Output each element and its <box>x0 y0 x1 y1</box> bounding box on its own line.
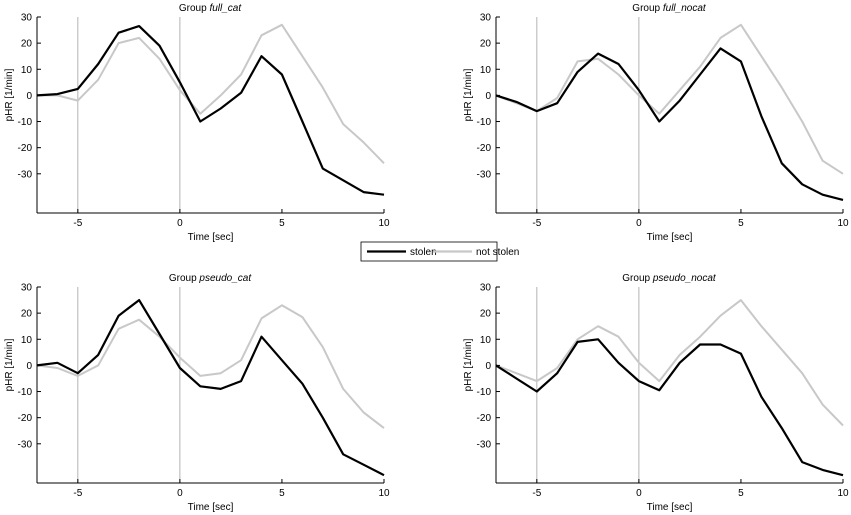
panel-full-cat: -5 0 5 10 30 20 10 0 -10 -20 -30 Time [sec] pHR [1/m… <box>4 3 390 243</box>
x-tick-label: 10 <box>378 488 390 499</box>
panel-title: Group pseudo_nocat <box>622 273 717 284</box>
x-tick-label: 10 <box>837 488 849 499</box>
panel-title: Group full_nocat <box>632 3 707 14</box>
y-axis-title: pHR [1/min] <box>4 68 15 121</box>
panel-title-group: pseudo_cat <box>198 273 252 284</box>
series-line-not-stolen <box>495 23 844 175</box>
y-axis-title: pHR [1/min] <box>463 338 474 391</box>
x-axis-title: Time [sec] <box>647 232 693 243</box>
panel-title-prefix: Group <box>622 273 653 284</box>
y-tick-label: -20 <box>18 413 33 424</box>
y-tick-label: 20 <box>480 309 492 320</box>
y-tick-label: 20 <box>480 39 492 50</box>
x-tick-label: 5 <box>738 488 744 499</box>
y-tick-label: -10 <box>477 117 492 128</box>
series-line-not-stolen <box>36 304 385 429</box>
y-tick-label: -10 <box>18 387 33 398</box>
x-tick-label: 10 <box>837 218 849 229</box>
y-tick-label: -20 <box>18 143 33 154</box>
y-axis-title: pHR [1/min] <box>4 338 15 391</box>
panel-title: Group full_cat <box>179 3 242 14</box>
y-tick-label: -20 <box>477 413 492 424</box>
y-tick-label: 30 <box>480 283 492 294</box>
panel-title-group: full_cat <box>209 3 242 14</box>
legend: stolen not stolen <box>360 241 519 262</box>
series-line-stolen <box>495 47 844 201</box>
legend-box <box>360 241 498 262</box>
y-tick-label: -30 <box>18 439 33 450</box>
y-tick-label: 20 <box>21 39 33 50</box>
panel-title: Group pseudo_cat <box>169 273 253 284</box>
y-tick-label: -10 <box>18 117 33 128</box>
y-tick-label: 0 <box>485 91 491 102</box>
panel-pseudo-cat: -5 0 5 10 30 20 10 0 -10 -20 -30 Time [sec] pHR [1/m… <box>4 273 390 513</box>
series-line-stolen <box>495 338 844 477</box>
x-tick-label: 0 <box>636 218 642 229</box>
y-tick-label: -30 <box>18 169 33 180</box>
y-tick-label: 10 <box>480 65 492 76</box>
y-tick-label: -20 <box>477 143 492 154</box>
series-line-stolen <box>36 299 385 477</box>
legend-label-stolen: stolen <box>410 247 437 258</box>
x-tick-label: 0 <box>177 488 183 499</box>
y-axis-title: pHR [1/min] <box>463 68 474 121</box>
series-line-stolen <box>36 25 385 196</box>
x-tick-label: 0 <box>177 218 183 229</box>
y-tick-label: 30 <box>480 13 492 24</box>
legend-label-not-stolen: not stolen <box>476 247 519 258</box>
panel-title-group: full_nocat <box>663 3 707 14</box>
panel-full-nocat: -5 0 5 10 30 20 10 0 -10 -20 -30 Time [sec] pHR [1/m… <box>463 3 849 243</box>
panel-title-prefix: Group <box>169 273 200 284</box>
x-axis-title: Time [sec] <box>188 232 234 243</box>
x-tick-label: -5 <box>73 488 82 499</box>
panel-pseudo-nocat: -5 0 5 10 30 20 10 0 -10 -20 -30 Time [sec] pHR [1/m… <box>463 273 849 513</box>
y-tick-label: 0 <box>485 361 491 372</box>
x-axis-title: Time [sec] <box>188 502 234 513</box>
panel-title-prefix: Group <box>632 3 663 14</box>
x-tick-label: -5 <box>532 218 541 229</box>
y-tick-label: 10 <box>480 335 492 346</box>
panels: -5 0 5 10 30 20 10 0 -10 -20 -30 Time [sec] pHR [1/m… <box>4 3 849 513</box>
series-line-not-stolen <box>495 299 844 427</box>
y-tick-label: 30 <box>21 13 33 24</box>
x-axis-title: Time [sec] <box>647 502 693 513</box>
y-tick-label: 30 <box>21 283 33 294</box>
y-tick-label: 0 <box>26 91 32 102</box>
series-line-not-stolen <box>37 23 385 164</box>
y-tick-label: -10 <box>477 387 492 398</box>
y-tick-label: 10 <box>21 335 33 346</box>
y-tick-label: -30 <box>477 439 492 450</box>
x-tick-label: 5 <box>279 488 285 499</box>
y-tick-label: 10 <box>21 65 33 76</box>
y-tick-label: 20 <box>21 309 33 320</box>
x-tick-label: 10 <box>378 218 390 229</box>
x-tick-label: 0 <box>636 488 642 499</box>
x-tick-label: -5 <box>532 488 541 499</box>
x-tick-label: -5 <box>73 218 82 229</box>
x-tick-label: 5 <box>738 218 744 229</box>
x-tick-label: 5 <box>279 218 285 229</box>
panel-title-prefix: Group <box>179 3 210 14</box>
panel-title-group: pseudo_nocat <box>652 273 717 284</box>
y-tick-label: -30 <box>477 169 492 180</box>
y-tick-label: 0 <box>26 361 32 372</box>
